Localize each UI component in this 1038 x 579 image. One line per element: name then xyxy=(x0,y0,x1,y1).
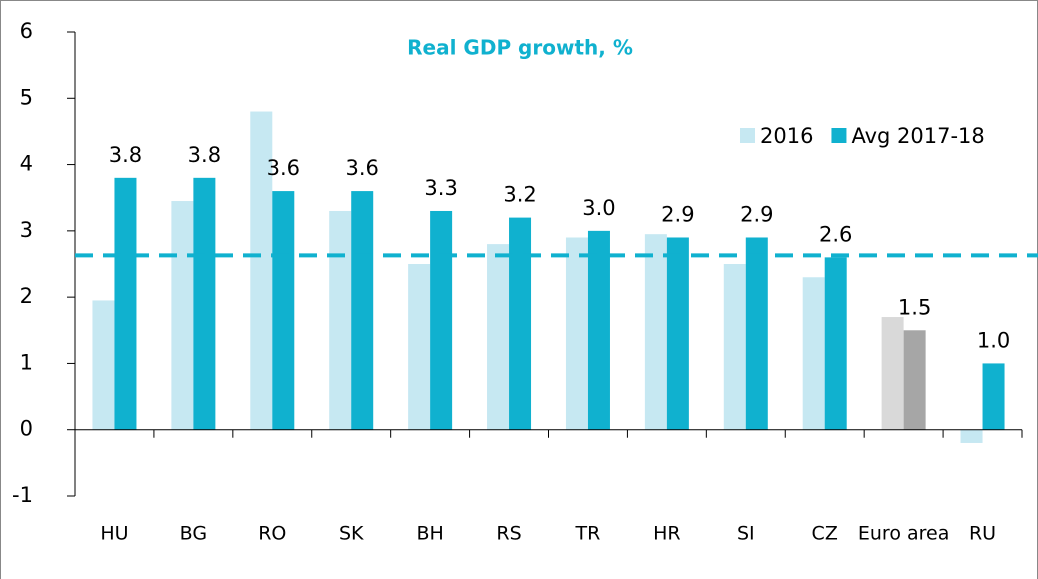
y-tick-label: 1 xyxy=(20,350,33,374)
data-label: 3.2 xyxy=(503,183,536,207)
data-label: 1.0 xyxy=(977,328,1010,352)
bar xyxy=(881,317,904,430)
x-tick-label: RO xyxy=(258,523,286,545)
bar xyxy=(408,264,431,430)
bar xyxy=(487,244,510,430)
bar xyxy=(509,217,532,430)
data-label: 3.3 xyxy=(424,176,457,200)
data-label: 2.6 xyxy=(819,222,852,246)
y-tick-label: 5 xyxy=(20,85,33,109)
x-tick-label: BG xyxy=(180,523,207,545)
bar xyxy=(250,111,273,430)
y-tick-label: 4 xyxy=(20,152,33,176)
x-tick-label: HR xyxy=(653,523,681,545)
bar xyxy=(329,210,352,430)
x-tick-label: Euro area xyxy=(858,523,949,545)
chart-title: Real GDP growth, % xyxy=(407,36,633,60)
bar xyxy=(982,363,1005,430)
data-label: 2.9 xyxy=(661,202,694,226)
x-tick-label: HU xyxy=(100,523,128,545)
bar xyxy=(587,230,610,430)
data-label: 3.6 xyxy=(267,156,300,180)
data-label: 3.0 xyxy=(582,196,615,220)
data-label: 3.8 xyxy=(188,143,221,167)
x-tick-label: TR xyxy=(575,523,601,545)
y-tick-label: 2 xyxy=(20,284,33,308)
legend-swatch xyxy=(831,128,847,143)
y-tick-label: 3 xyxy=(20,218,33,242)
x-tick-label: SK xyxy=(339,523,364,545)
legend-swatch xyxy=(740,128,755,143)
legend-label: Avg 2017-18 xyxy=(851,124,984,148)
bar xyxy=(723,264,746,430)
bar xyxy=(745,237,768,430)
y-tick-label: 0 xyxy=(20,417,33,441)
bar xyxy=(824,257,847,430)
bar xyxy=(565,237,588,430)
data-label: 1.5 xyxy=(898,295,931,319)
bar xyxy=(272,191,295,430)
bar xyxy=(193,177,216,430)
bar xyxy=(960,429,983,443)
legend-label: 2016 xyxy=(760,124,813,148)
x-tick-label: RS xyxy=(496,523,521,545)
data-label: 3.8 xyxy=(109,143,142,167)
x-tick-label: SI xyxy=(737,523,755,545)
bar xyxy=(903,330,926,430)
x-tick-label: BH xyxy=(416,523,443,545)
bar xyxy=(644,234,667,430)
bar xyxy=(430,210,453,430)
bar xyxy=(351,191,374,430)
x-tick-label: RU xyxy=(969,523,996,545)
bar xyxy=(114,177,137,430)
bar xyxy=(171,201,194,430)
bar xyxy=(666,237,689,430)
data-label: 3.6 xyxy=(346,156,379,180)
data-label: 2.9 xyxy=(740,202,773,226)
y-tick-label: 6 xyxy=(20,19,33,43)
bar xyxy=(802,277,825,430)
y-tick-label: -1 xyxy=(12,483,33,507)
x-tick-label: CZ xyxy=(812,523,838,545)
bar xyxy=(92,300,115,430)
